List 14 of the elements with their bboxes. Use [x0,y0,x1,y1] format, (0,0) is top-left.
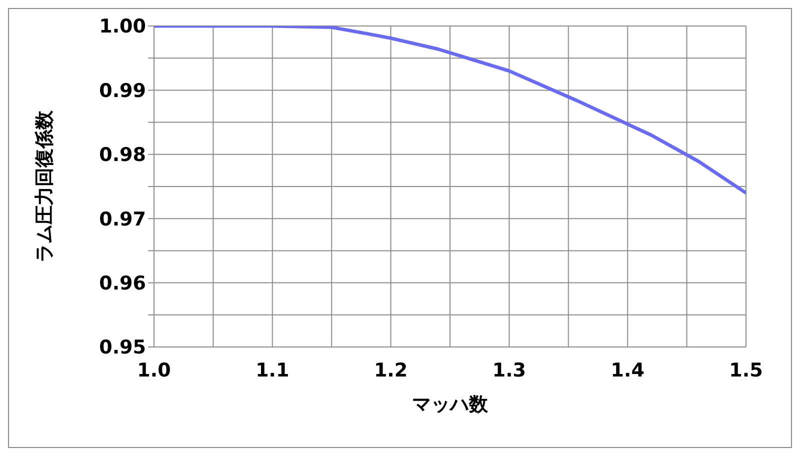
x-tick-label: 1.4 [610,359,644,382]
y-tick-label: 0.96 [99,272,146,295]
y-tick-label: 0.98 [99,144,146,166]
x-tick-label: 1.1 [256,359,290,382]
x-tick-label: 1.2 [374,359,408,382]
y-tick-label: 0.99 [99,80,146,102]
y-axis-title: ラム圧力回復係数 [34,110,56,262]
x-tick-label: 1.3 [492,359,526,382]
y-tick-label: 0.95 [99,336,146,359]
y-tick-label: 0.97 [99,208,146,230]
x-tick-label: 1.0 [137,359,171,382]
y-tick-label: 1.00 [99,16,146,38]
x-tick-label: 1.5 [729,359,763,382]
x-axis-title: マッハ数 [412,393,489,416]
